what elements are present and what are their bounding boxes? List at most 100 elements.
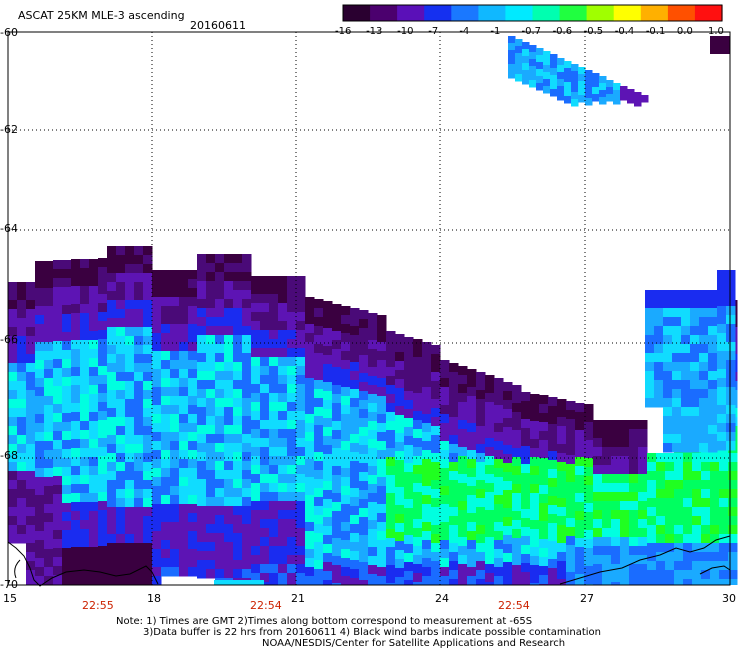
swath-cell: [206, 407, 216, 417]
swath-cell: [224, 515, 234, 525]
swath-cell: [170, 387, 180, 397]
swath-cell: [215, 389, 225, 399]
swath-cell: [359, 481, 369, 491]
swath-cell: [476, 426, 486, 436]
swath-cell: [107, 462, 117, 472]
swath-cell: [53, 575, 63, 585]
swath-cell: [152, 540, 162, 550]
swath-cell: [404, 508, 414, 518]
swath-cell: [681, 308, 691, 318]
swath-cell: [17, 444, 27, 454]
swath-cell: [620, 537, 630, 547]
swath-cell: [701, 462, 711, 472]
swath-cell: [197, 452, 207, 462]
swath-cell: [503, 544, 513, 554]
swath-cell: [224, 272, 234, 282]
swath-cell: [206, 389, 216, 399]
swath-cell: [503, 445, 513, 455]
swath-cell: [305, 351, 315, 361]
swath-cell: [530, 448, 540, 458]
swath-cell: [476, 561, 486, 571]
swath-cell: [53, 458, 63, 468]
swath-cell: [350, 479, 360, 489]
swath-cell: [386, 394, 396, 404]
swath-cell: [287, 510, 297, 520]
swath-cell: [539, 575, 549, 585]
swath-cell: [242, 416, 252, 426]
swath-cell: [377, 468, 387, 478]
swath-cell: [170, 567, 180, 577]
swath-cell: [350, 389, 360, 399]
swath-cell: [35, 450, 45, 460]
swath-cell: [53, 269, 63, 279]
color-bar-segment-4: [451, 5, 479, 21]
swath-cell: [251, 537, 261, 547]
swath-cell: [377, 369, 387, 379]
swath-cell: [654, 353, 664, 363]
swath-cell: [161, 486, 171, 496]
swath-cell: [107, 318, 117, 328]
swath-cell: [575, 529, 585, 539]
swath-cell: [530, 403, 540, 413]
swath-cell: [359, 400, 369, 410]
swath-cell: [440, 576, 450, 585]
swath-cell: [645, 344, 655, 354]
swath-cell: [26, 498, 36, 508]
swath-cell: [690, 416, 700, 426]
swath-cell: [656, 534, 666, 544]
swath-cell: [125, 363, 135, 373]
swath-cell: [305, 486, 315, 496]
swath-cell: [674, 543, 684, 553]
swath-cell: [413, 366, 423, 376]
swath-cell: [690, 308, 700, 318]
swath-cell: [557, 408, 567, 418]
swath-cell: [422, 387, 432, 397]
swath-cell: [503, 472, 513, 482]
swath-cell: [710, 498, 720, 508]
swath-cell: [71, 295, 81, 305]
swath-cell: [269, 483, 279, 493]
swath-cell: [8, 489, 18, 499]
swath-cell: [717, 315, 727, 325]
swath-cell: [341, 549, 351, 559]
swath-cell: [107, 246, 117, 256]
swath-cell: [726, 306, 736, 316]
swath-cell: [269, 528, 279, 538]
swath-cell: [350, 317, 360, 327]
swath-cell: [593, 555, 603, 565]
swath-cell: [476, 480, 486, 490]
swath-cell: [548, 541, 558, 551]
swath-cell: [530, 421, 540, 431]
swath-cell: [521, 527, 531, 537]
swath-cell: [233, 425, 243, 435]
swath-cell: [564, 96, 572, 104]
swath-cell: [134, 507, 144, 517]
swath-cell: [512, 412, 522, 422]
swath-cell: [71, 268, 81, 278]
swath-cell: [71, 430, 81, 440]
swath-cell: [611, 582, 621, 585]
swath-cell: [550, 68, 558, 76]
swath-cell: [645, 389, 655, 399]
swath-cell: [602, 537, 612, 547]
swath-cell: [89, 547, 99, 557]
swath-cell: [359, 571, 369, 581]
swath-cell: [485, 573, 495, 583]
swath-cell: [62, 431, 72, 441]
swath-cell: [422, 531, 432, 541]
swath-cell: [521, 563, 531, 573]
swath-cell: [548, 514, 558, 524]
swath-cell: [197, 515, 207, 525]
swath-cell: [449, 462, 459, 472]
swath-cell: [485, 564, 495, 574]
swath-cell: [134, 534, 144, 544]
swath-cell: [467, 468, 477, 478]
swath-cell: [269, 474, 279, 484]
swath-cell: [305, 459, 315, 469]
swath-cell: [143, 579, 153, 585]
swath-cell: [476, 498, 486, 508]
swath-cell: [620, 555, 630, 565]
swath-cell: [359, 382, 369, 392]
swath-cell: [368, 412, 378, 422]
swath-cell: [368, 583, 378, 585]
